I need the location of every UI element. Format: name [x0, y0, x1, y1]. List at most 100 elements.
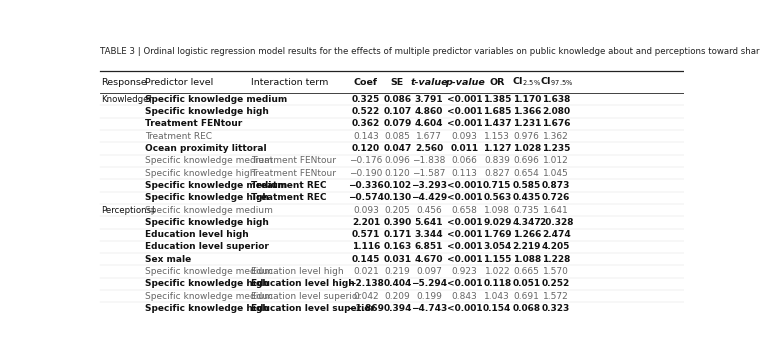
- Text: 1.235: 1.235: [542, 144, 570, 153]
- Text: 1.155: 1.155: [483, 255, 511, 264]
- Text: Treatment REC: Treatment REC: [251, 193, 327, 202]
- Text: 0.085: 0.085: [385, 132, 410, 141]
- Text: Specific knowledge medium: Specific knowledge medium: [145, 156, 273, 165]
- Text: 0.843: 0.843: [451, 292, 477, 301]
- Text: 0.021: 0.021: [353, 267, 378, 276]
- Text: 0.325: 0.325: [352, 95, 380, 104]
- Text: Treatment FENtour: Treatment FENtour: [251, 169, 336, 177]
- Text: 2.219: 2.219: [512, 242, 541, 252]
- Text: 1.228: 1.228: [542, 255, 570, 264]
- Text: 0.097: 0.097: [416, 267, 442, 276]
- Text: <0.001: <0.001: [447, 193, 483, 202]
- Text: Perceptions‡: Perceptions‡: [101, 206, 155, 215]
- Text: 0.079: 0.079: [383, 119, 412, 129]
- Text: 0.118: 0.118: [483, 279, 511, 288]
- Text: 0.839: 0.839: [484, 156, 510, 165]
- Text: −2.138: −2.138: [348, 279, 384, 288]
- Text: 0.404: 0.404: [383, 279, 412, 288]
- Text: Sex male: Sex male: [145, 255, 192, 264]
- Text: 0.102: 0.102: [383, 181, 411, 190]
- Text: 1.366: 1.366: [512, 107, 541, 116]
- Text: Specific knowledge high: Specific knowledge high: [145, 169, 255, 177]
- Text: 0.456: 0.456: [416, 206, 442, 215]
- Text: −1.838: −1.838: [412, 156, 445, 165]
- Text: <0.001: <0.001: [447, 279, 483, 288]
- Text: 1.677: 1.677: [416, 132, 442, 141]
- Text: 0.735: 0.735: [514, 206, 540, 215]
- Text: Education level high: Education level high: [251, 279, 355, 288]
- Text: 1.116: 1.116: [352, 242, 380, 252]
- Text: 0.696: 0.696: [514, 156, 540, 165]
- Text: 0.093: 0.093: [353, 206, 379, 215]
- Text: Coef: Coef: [354, 78, 378, 87]
- Text: <0.001: <0.001: [447, 218, 483, 227]
- Text: Education level superior: Education level superior: [145, 242, 269, 252]
- Text: <0.001: <0.001: [447, 107, 483, 116]
- Text: 0.163: 0.163: [383, 242, 412, 252]
- Text: Specific knowledge medium: Specific knowledge medium: [145, 267, 273, 276]
- Text: 0.199: 0.199: [416, 292, 442, 301]
- Text: Education level high: Education level high: [145, 230, 249, 239]
- Text: <0.001: <0.001: [447, 95, 483, 104]
- Text: p-value: p-value: [445, 78, 485, 87]
- Text: Ocean proximity littoral: Ocean proximity littoral: [145, 144, 267, 153]
- Text: 4.670: 4.670: [415, 255, 443, 264]
- Text: 0.120: 0.120: [352, 144, 380, 153]
- Text: 2.560: 2.560: [415, 144, 443, 153]
- Text: 1.028: 1.028: [512, 144, 541, 153]
- Text: 0.691: 0.691: [514, 292, 540, 301]
- Text: 0.066: 0.066: [451, 156, 477, 165]
- Text: Specific knowledge high: Specific knowledge high: [145, 218, 269, 227]
- Text: 1.231: 1.231: [512, 119, 541, 129]
- Text: 0.086: 0.086: [383, 95, 411, 104]
- Text: 1.045: 1.045: [543, 169, 569, 177]
- Text: 1.362: 1.362: [543, 132, 569, 141]
- Text: 0.665: 0.665: [514, 267, 540, 276]
- Text: 0.323: 0.323: [542, 304, 570, 313]
- Text: 0.252: 0.252: [542, 279, 570, 288]
- Text: Specific knowledge high: Specific knowledge high: [145, 193, 269, 202]
- Text: 0.563: 0.563: [483, 193, 511, 202]
- Text: 0.726: 0.726: [542, 193, 570, 202]
- Text: 0.145: 0.145: [352, 255, 380, 264]
- Text: 1.570: 1.570: [543, 267, 569, 276]
- Text: 0.171: 0.171: [383, 230, 412, 239]
- Text: SE: SE: [391, 78, 404, 87]
- Text: 1.153: 1.153: [484, 132, 510, 141]
- Text: −3.293: −3.293: [411, 181, 447, 190]
- Text: 0.143: 0.143: [353, 132, 378, 141]
- Text: Education level superior: Education level superior: [251, 304, 375, 313]
- Text: 0.976: 0.976: [514, 132, 540, 141]
- Text: Specific knowledge medium: Specific knowledge medium: [145, 206, 273, 215]
- Text: 6.851: 6.851: [415, 242, 443, 252]
- Text: <0.001: <0.001: [447, 119, 483, 129]
- Text: 0.873: 0.873: [542, 181, 570, 190]
- Text: Specific knowledge medium: Specific knowledge medium: [145, 292, 273, 301]
- Text: −1.587: −1.587: [412, 169, 445, 177]
- Text: 1.385: 1.385: [483, 95, 511, 104]
- Text: 0.522: 0.522: [352, 107, 380, 116]
- Text: 0.205: 0.205: [385, 206, 410, 215]
- Text: 1.437: 1.437: [483, 119, 511, 129]
- Text: 0.042: 0.042: [353, 292, 378, 301]
- Text: Response: Response: [102, 78, 147, 87]
- Text: 0.827: 0.827: [484, 169, 510, 177]
- Text: Specific knowledge high: Specific knowledge high: [145, 107, 269, 116]
- Text: 4.860: 4.860: [415, 107, 443, 116]
- Text: 0.654: 0.654: [514, 169, 540, 177]
- Text: 1.127: 1.127: [483, 144, 511, 153]
- Text: Specific knowledge medium: Specific knowledge medium: [145, 95, 287, 104]
- Text: 4.604: 4.604: [415, 119, 443, 129]
- Text: 0.923: 0.923: [451, 267, 477, 276]
- Text: Treatment REC: Treatment REC: [145, 132, 212, 141]
- Text: 0.715: 0.715: [483, 181, 511, 190]
- Text: <0.001: <0.001: [447, 304, 483, 313]
- Text: 0.093: 0.093: [451, 132, 477, 141]
- Text: Specific knowledge high: Specific knowledge high: [145, 279, 269, 288]
- Text: 2.201: 2.201: [352, 218, 380, 227]
- Text: <0.001: <0.001: [447, 181, 483, 190]
- Text: Predictor level: Predictor level: [145, 78, 214, 87]
- Text: −0.190: −0.190: [350, 169, 382, 177]
- Text: 0.658: 0.658: [451, 206, 477, 215]
- Text: 20.328: 20.328: [539, 218, 574, 227]
